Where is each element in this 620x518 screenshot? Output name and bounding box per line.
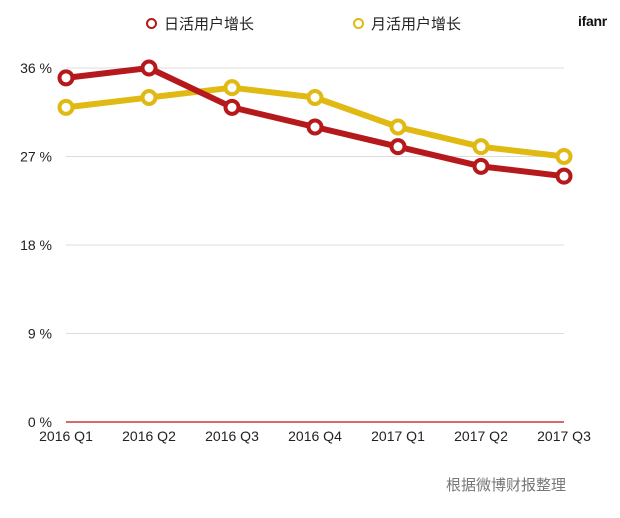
x-tick-label: 2016 Q1 — [39, 428, 93, 444]
legend-label-mau: 月活用户增长 — [371, 16, 462, 33]
x-tick-label: 2017 Q1 — [371, 428, 425, 444]
data-point-mau — [223, 79, 241, 97]
data-point-mau — [472, 138, 490, 156]
x-tick-label: 2016 Q4 — [288, 428, 342, 444]
data-point-dau — [306, 118, 324, 136]
data-point-dau — [555, 167, 573, 185]
legend-label-dau: 日活用户增长 — [164, 16, 255, 33]
y-tick-label: 36 % — [20, 60, 52, 76]
data-point-mau — [57, 98, 75, 116]
data-point-dau — [389, 138, 407, 156]
data-point-mau — [555, 148, 573, 165]
x-tick-label: 2016 Q3 — [205, 428, 259, 444]
y-tick-label: 9 % — [28, 326, 52, 342]
legend: 日活用户增长 月活用户增长 — [0, 13, 620, 35]
data-point-dau — [472, 157, 490, 175]
y-tick-label: 18 % — [20, 237, 52, 253]
legend-item-mau: 月活用户增长 — [353, 13, 461, 34]
data-point-mau — [306, 89, 324, 106]
legend-marker-dau-icon — [146, 18, 157, 29]
legend-item-dau: 日活用户增长 — [146, 13, 254, 34]
brand-logo: ifanr — [578, 13, 607, 29]
legend-marker-mau-icon — [353, 18, 364, 29]
y-tick-label: 27 % — [20, 149, 52, 165]
data-point-dau — [223, 98, 241, 116]
x-tick-label: 2017 Q2 — [454, 428, 508, 444]
data-point-dau — [140, 59, 158, 77]
y-tick-label: 0 % — [28, 414, 52, 430]
x-tick-label: 2017 Q3 — [537, 428, 591, 444]
data-point-dau — [57, 69, 75, 87]
data-point-mau — [140, 89, 158, 106]
x-tick-label: 2016 Q2 — [122, 428, 176, 444]
data-point-mau — [389, 118, 407, 136]
source-note: 根据微博财报整理 — [446, 477, 567, 494]
